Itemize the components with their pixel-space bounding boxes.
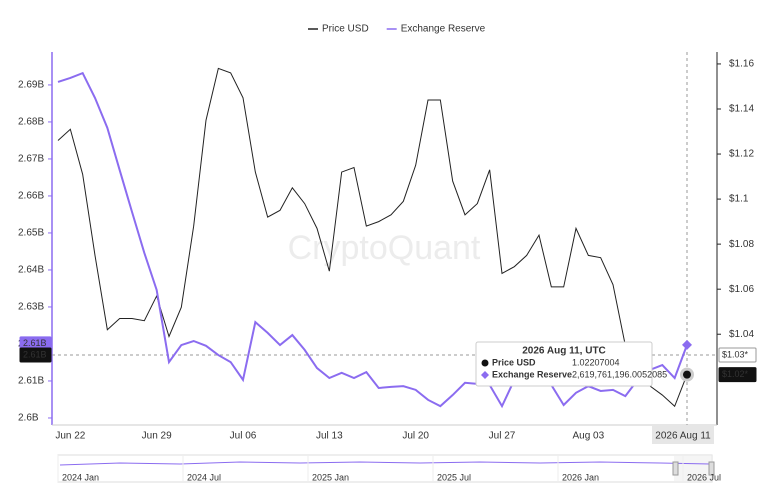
series-line [57,71,688,409]
y2-tick-label: $1.16 [729,59,754,70]
x-tick-label: Jul 13 [316,431,343,442]
y-tick-label: 2.68B [18,117,44,128]
tooltip-title: 2026 Aug 11, UTC [522,346,606,357]
y2-tick-label: $1.12 [729,149,754,160]
legend-label: Price USD [322,24,369,35]
price-marker [683,370,691,379]
tooltip-value: 2,619,761,196.0052085 [572,369,667,379]
x-tick-label: Jul 20 [402,431,429,442]
y-tick-label: 2.69B [18,80,44,91]
y-tick-label: 2.63B [18,302,44,313]
series-line [57,67,688,408]
y2-tick-label: $1.1 [729,194,749,205]
watermark: CryptoQuant [288,229,481,267]
y2-tick-label: $1.14 [729,104,754,115]
navigator-label: 2026 Jul [687,472,721,482]
right-series-badge: $1.02* [722,369,749,379]
navigator-handle[interactable] [708,461,715,476]
y-tick-label: 2.64B [18,265,44,276]
left-crosshair-badge-box [19,347,52,363]
right-crosshair-badge-box [718,347,757,363]
tooltip-name: Price USD [492,357,536,367]
x-tick-label: Aug 03 [572,431,604,442]
y2-tick-label: $1.04 [729,329,754,340]
y-tick-label: 2.66B [18,191,44,202]
navigator[interactable] [57,454,713,483]
legend-label: Exchange Reserve [401,24,486,35]
left-crosshair-badge: 2.61B [23,349,47,359]
navigator-handle[interactable] [672,461,679,476]
y-tick-label: 2.65B [18,228,44,239]
navigator-label: 2024 Jul [187,472,221,482]
y2-tick-label: $1.06 [729,284,754,295]
x-tick-label: Jul 27 [489,431,516,442]
x-tick-label: Jun 22 [55,431,85,442]
tooltip-box [475,341,653,387]
tooltip-icon [481,371,489,379]
tooltip-icon [481,359,489,367]
navigator-window[interactable] [674,455,712,482]
y2-tick-label: $1.08 [729,239,754,250]
x-tick-label: Jul 06 [230,431,257,442]
left-series-badge: 2.61B [23,338,47,348]
tooltip-value: 1.02207004 [572,357,620,367]
reserve-marker [682,339,692,350]
y-tick-label: 2.6B [18,413,39,424]
x-tick-label: 2026 Aug 11 [655,431,711,442]
right-crosshair-badge: $1.03* [722,349,749,359]
navigator-line [59,461,711,466]
y-tick-label: 2.67B [18,154,44,165]
right-series-badge-box [718,367,757,383]
navigator-label: 2025 Jan [312,472,349,482]
navigator-label: 2026 Jan [562,472,599,482]
navigator-label: 2024 Jan [62,472,99,482]
tooltip-name: Exchange Reserve [492,369,572,379]
x-label-box [652,426,714,444]
y-tick-label: 2.61B [18,376,44,387]
navigator-label: 2025 Jul [437,472,471,482]
x-tick-label: Jun 29 [142,431,172,442]
